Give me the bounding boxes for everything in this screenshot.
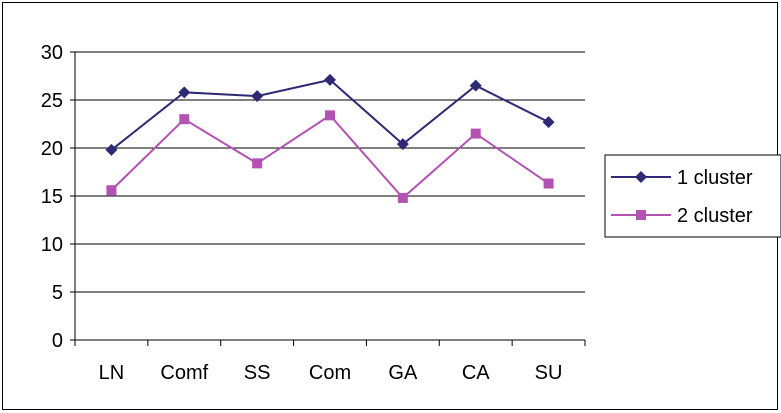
legend-swatch-marker-2 [636,210,646,220]
y-tick-label: 25 [41,90,63,112]
legend-label-1: 1 cluster [677,167,753,189]
series-2-point [470,128,481,139]
x-tick-label: SU [535,362,563,384]
x-tick-labels: LN Comf SS Com GA CA SU [99,362,563,384]
series-2-point [397,192,408,203]
series-1-point [178,86,191,99]
series-2-point [252,158,263,169]
series-2-point [106,185,117,196]
series [105,73,555,203]
series-1-point [396,138,409,151]
series-1-point [324,73,336,86]
y-tick-labels: 0 5 10 15 20 25 30 [41,42,63,352]
x-tick-label: Comf [160,362,208,384]
series-2-point [325,110,335,121]
series-2-point [179,114,190,125]
legend-label-2: 2 cluster [677,205,753,227]
series-2-point [543,178,554,189]
axes [70,51,586,346]
x-tick-label: SS [244,362,271,384]
gridlines [75,51,585,293]
legend: 1 cluster 2 cluster [604,154,781,238]
x-tick-label: LN [99,362,125,384]
y-tick-label: 10 [41,234,63,256]
series-1-point [542,116,555,129]
y-tick-label: 15 [41,186,63,208]
series-2-line [110,114,550,200]
series-1-point [469,79,482,92]
x-tick-label: CA [462,362,490,384]
y-tick-label: 5 [52,282,63,304]
legend-box [604,154,781,238]
x-tick-label: Com [309,362,351,384]
y-tick-label: 0 [52,330,63,352]
legend-swatch-marker-1 [635,171,647,183]
series-1-point [105,143,118,156]
y-tick-label: 20 [41,138,63,160]
y-tick-label: 30 [41,42,63,64]
series-1-point [251,90,264,103]
x-tick-label: GA [388,362,418,384]
